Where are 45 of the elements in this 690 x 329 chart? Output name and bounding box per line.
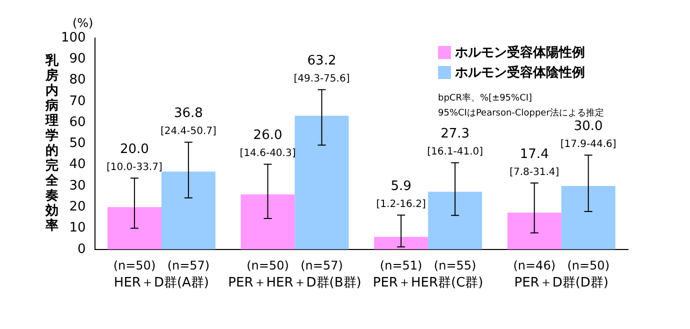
- legend-label: ホルモン受容体陽性例: [454, 44, 585, 60]
- bar: [294, 116, 349, 250]
- x-tick-label: PER＋HER群(C群): [372, 276, 484, 291]
- y-tick-label: 60: [69, 114, 86, 130]
- text: 乳房内病理学的完全奏効率: [46, 54, 58, 234]
- data-label: 5.9 [1.2-16.2]: [376, 179, 426, 210]
- bar: [107, 207, 162, 250]
- data-label: 63.2 [49.3-75.6]: [294, 54, 350, 85]
- annotation: 95%CIはPearson-Clopper法による推定: [438, 107, 604, 118]
- text: (n=50): [246, 258, 289, 272]
- bar: [507, 212, 562, 250]
- text: (n=57): [167, 258, 210, 272]
- y-tick-label: 10: [69, 220, 86, 236]
- text: (n=55): [434, 258, 476, 272]
- data-label: 30.0 [17.9-44.6]: [560, 119, 616, 150]
- text: (%): [72, 16, 94, 30]
- x-tick-label: PER＋D群(D群): [514, 276, 608, 291]
- y-tick-label: 30: [69, 178, 86, 194]
- text: (n=57): [300, 258, 343, 272]
- y-tick-label: 100: [60, 30, 86, 46]
- bar: [428, 192, 482, 250]
- y-tick-label: 90: [69, 52, 86, 67]
- x-tick-label: HER＋D群(A群): [114, 276, 209, 291]
- text: (n=46): [513, 258, 556, 272]
- data-label: 36.8 [24.4-50.7]: [160, 106, 217, 138]
- y-tick-label: 70: [69, 94, 86, 109]
- y-tick-label: 0: [78, 242, 86, 257]
- y-tick-label: 40: [69, 157, 86, 172]
- data-label: 27.3 [16.1-41.0]: [427, 126, 484, 158]
- data-label: 20.0 [10.0-33.7]: [106, 142, 163, 174]
- y-tick-label: 80: [69, 72, 86, 88]
- text: (n=50): [567, 258, 610, 272]
- text: (n=51): [380, 258, 422, 272]
- bar: [561, 186, 616, 250]
- x-tick-label: PER＋HER＋D群(B群): [228, 276, 362, 291]
- legend-label: ホルモン受容体陰性例: [454, 64, 585, 80]
- bar: [161, 172, 216, 250]
- y-tick-label: 50: [69, 136, 86, 152]
- bar: [374, 236, 428, 250]
- data-label: 26.0 [14.6-40.3]: [240, 128, 296, 160]
- bar: [240, 194, 295, 250]
- annotation: bpCR率、%[±95%CI]: [438, 92, 532, 104]
- y-tick-label: 20: [69, 199, 86, 214]
- data-label: 17.4 [7.8-31.4]: [510, 147, 560, 178]
- text: (n=50): [113, 258, 156, 272]
